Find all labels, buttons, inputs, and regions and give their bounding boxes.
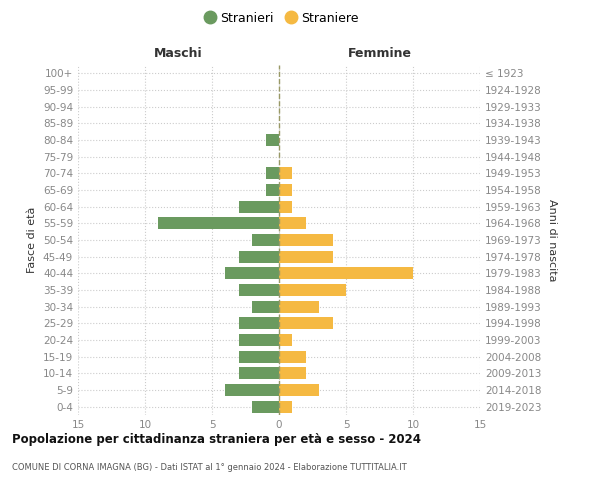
Bar xyxy=(239,284,279,296)
Legend: Stranieri, Straniere: Stranieri, Straniere xyxy=(200,7,364,30)
Bar xyxy=(266,184,279,196)
Y-axis label: Anni di nascita: Anni di nascita xyxy=(547,198,557,281)
Bar xyxy=(252,300,279,312)
Bar xyxy=(158,218,279,230)
Bar xyxy=(279,268,413,280)
Bar xyxy=(279,334,292,346)
Bar xyxy=(239,350,279,362)
Bar xyxy=(279,350,306,362)
Bar xyxy=(239,368,279,380)
Bar xyxy=(239,200,279,212)
Bar xyxy=(252,400,279,412)
Bar xyxy=(239,318,279,330)
Bar xyxy=(279,250,332,262)
Bar xyxy=(279,384,319,396)
Bar xyxy=(279,300,319,312)
Bar xyxy=(279,368,306,380)
Bar xyxy=(266,134,279,146)
Text: Maschi: Maschi xyxy=(154,47,203,60)
Bar xyxy=(239,334,279,346)
Bar xyxy=(279,184,292,196)
Bar xyxy=(279,168,292,179)
Bar xyxy=(279,200,292,212)
Bar xyxy=(279,218,306,230)
Bar xyxy=(279,318,332,330)
Text: COMUNE DI CORNA IMAGNA (BG) - Dati ISTAT al 1° gennaio 2024 - Elaborazione TUTTI: COMUNE DI CORNA IMAGNA (BG) - Dati ISTAT… xyxy=(12,462,407,471)
Text: Popolazione per cittadinanza straniera per età e sesso - 2024: Popolazione per cittadinanza straniera p… xyxy=(12,432,421,446)
Bar xyxy=(252,234,279,246)
Bar xyxy=(266,168,279,179)
Bar xyxy=(239,250,279,262)
Bar xyxy=(279,400,292,412)
Bar xyxy=(279,284,346,296)
Y-axis label: Fasce di età: Fasce di età xyxy=(28,207,37,273)
Text: Femmine: Femmine xyxy=(347,47,412,60)
Bar xyxy=(226,384,279,396)
Bar xyxy=(226,268,279,280)
Bar xyxy=(279,234,332,246)
